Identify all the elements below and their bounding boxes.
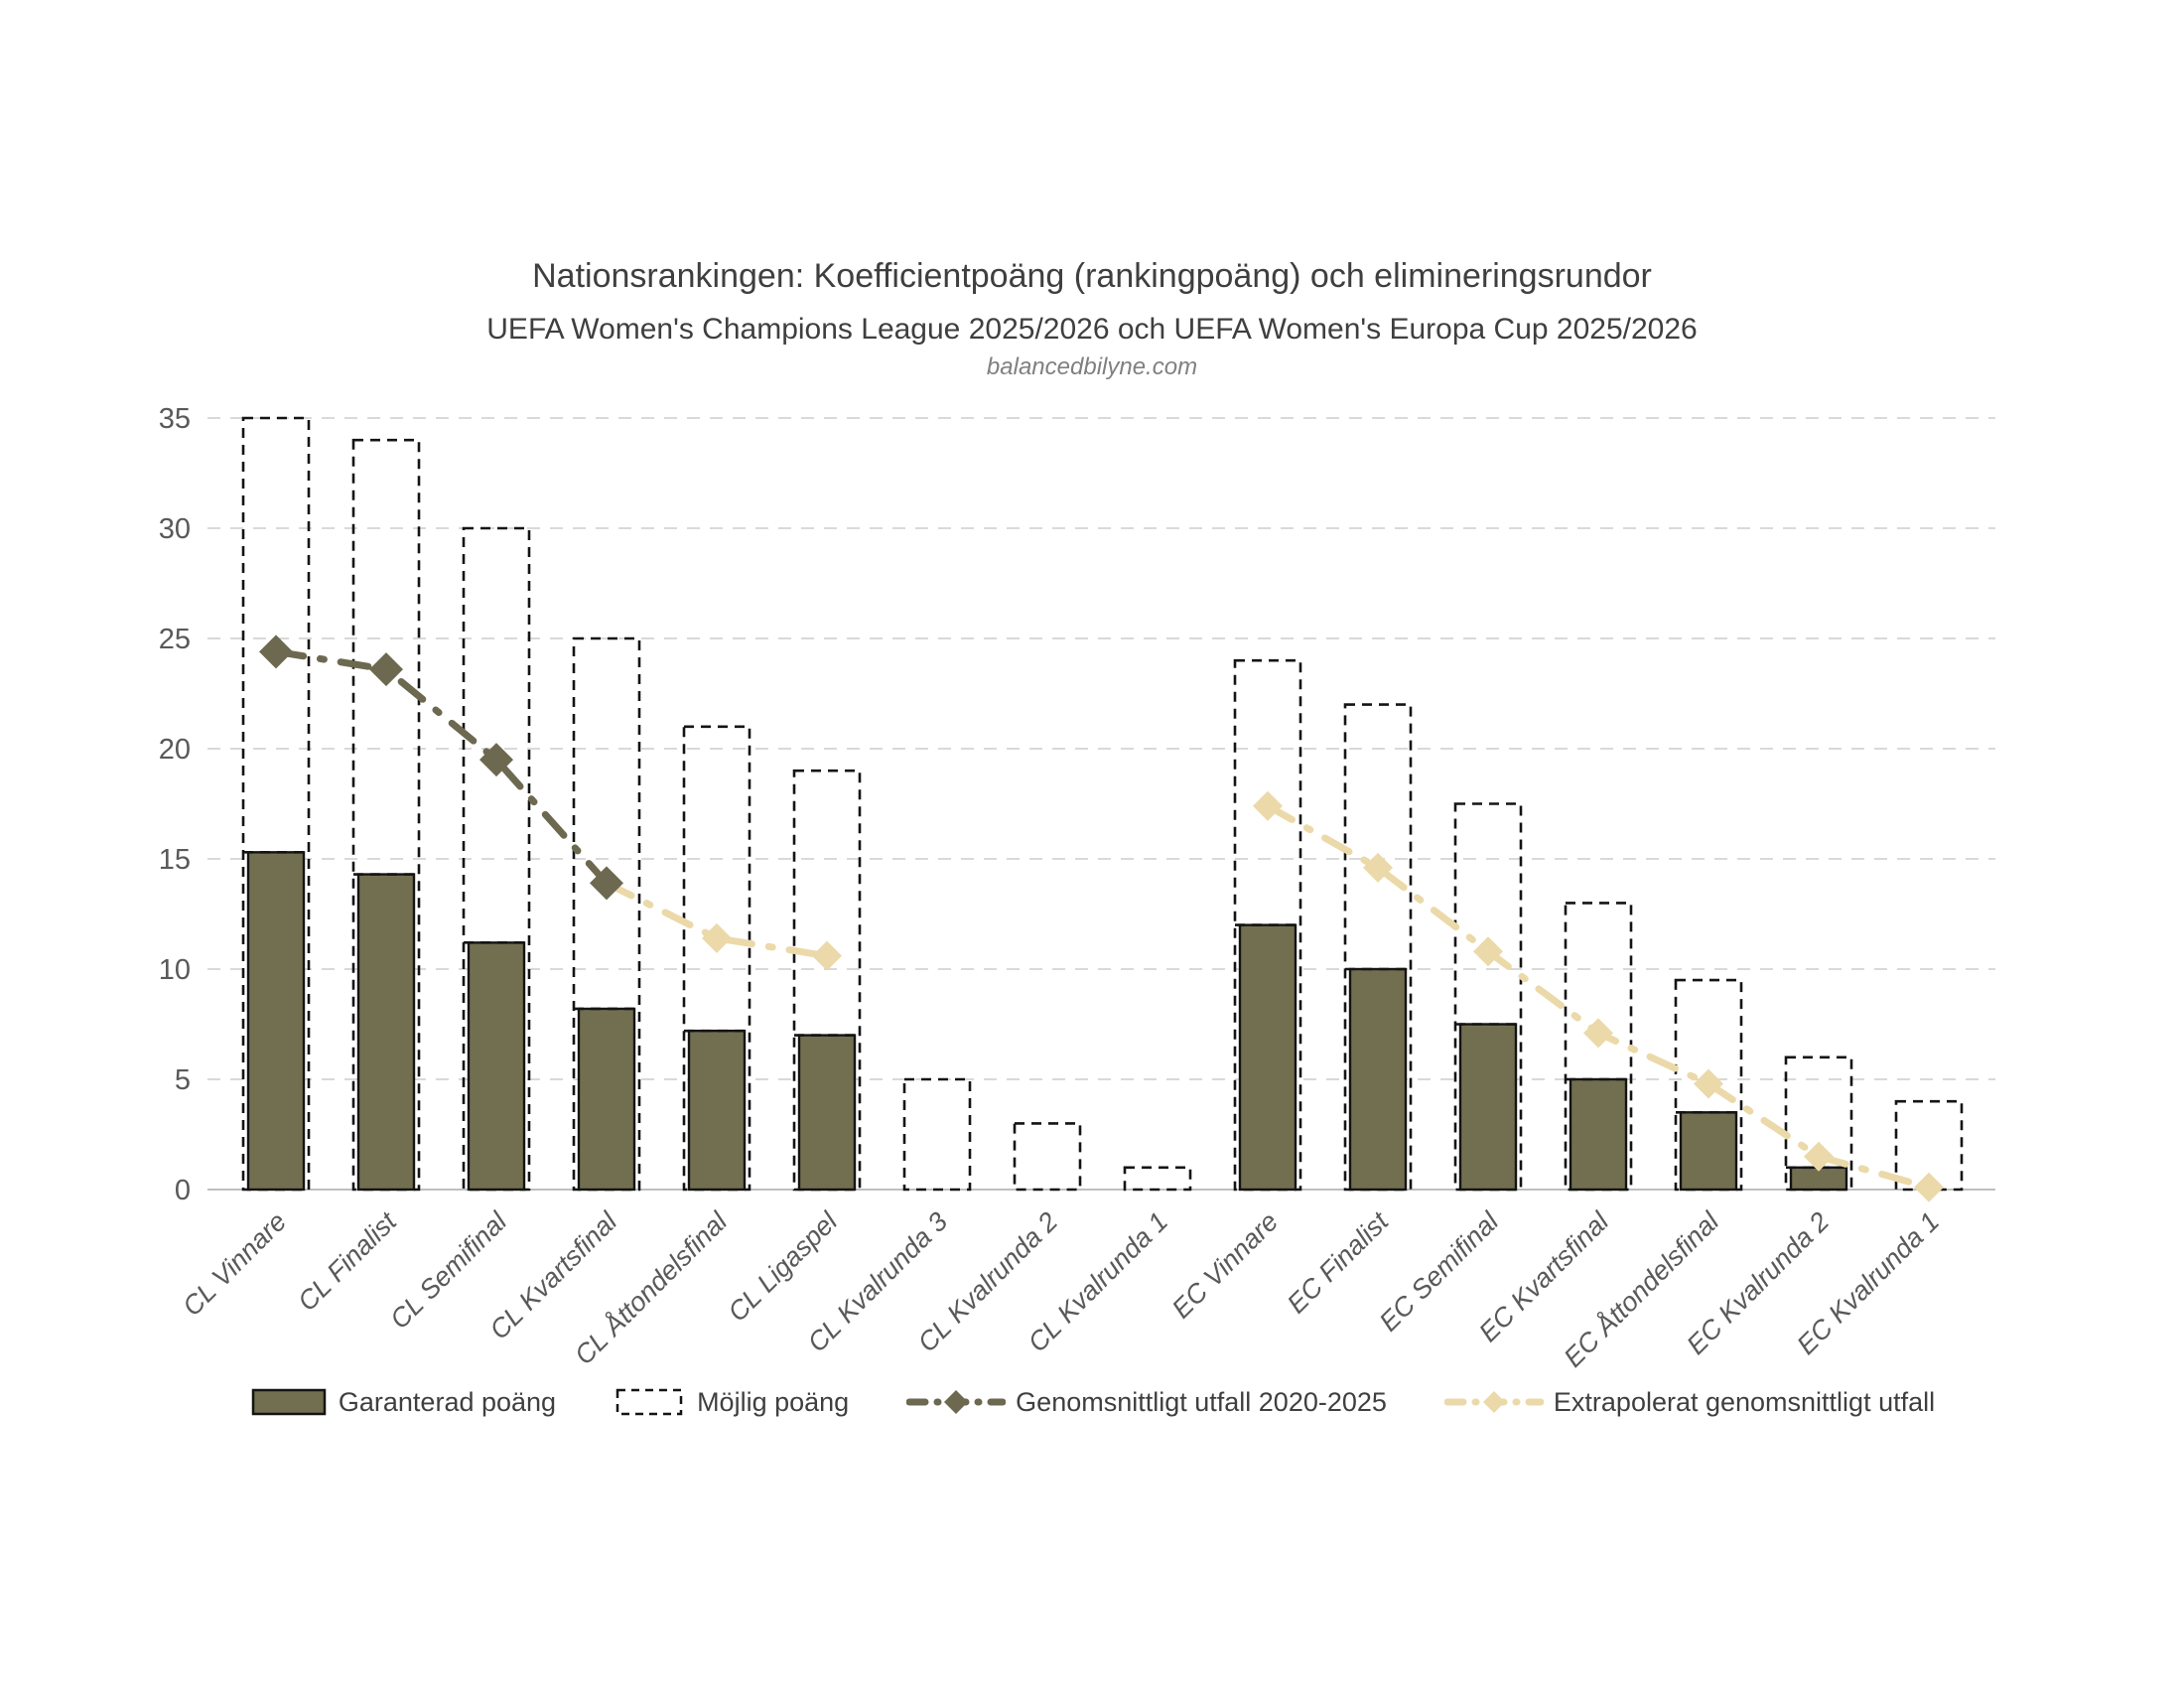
y-axis-tick-label: 0 [175,1175,191,1206]
bar-garanterad-poang [1238,923,1297,1192]
bar-garanterad-poang [356,873,416,1192]
bar-mojlig-poang [902,1077,972,1192]
line-extrapolerat-utfall-marker [1363,852,1393,883]
x-axis-label: CL Vinnare [177,1206,292,1322]
bar-garanterad-poang [1348,967,1408,1192]
y-axis-tick-label: 15 [159,844,191,876]
line-extrapolerat-utfall-marker [1804,1141,1834,1172]
legend-swatch-tan-line-icon [1443,1391,1544,1413]
bar-mojlig-poang [1453,802,1523,1192]
y-axis-tick-label: 35 [159,403,191,435]
bar-garanterad-poang [467,941,526,1192]
bar-garanterad-poang [1458,1023,1518,1192]
bar-mojlig-poang [792,769,862,1192]
line-extrapolerat-utfall-marker [1253,790,1283,821]
line-extrapolerat-utfall-marker [702,922,732,953]
legend-swatch-solid-bar-icon [251,1388,327,1416]
bar-garanterad-poang [1569,1077,1628,1192]
bar-mojlig-poang [1784,1055,1853,1192]
legend-label-extrapolerat-utfall: Extrapolerat genomsnittligt utfall [1553,1386,1936,1417]
x-axis-label: CL Ligaspel [723,1205,844,1327]
x-axis-label: CL Finalist [292,1205,403,1317]
line-extrapolerat-utfall-marker [1473,936,1503,967]
chart-source: balancedbilyne.com [986,353,1198,380]
y-axis-tick-label: 25 [159,624,191,655]
chart-legend: Garanterad poäng Möjlig poäng Genomsnitt… [0,1386,2184,1418]
y-axis-tick-label: 30 [159,513,191,545]
chart-subtitle: UEFA Women's Champions League 2025/2026 … [486,313,1698,346]
legend-label-genomsnittligt-utfall: Genomsnittligt utfall 2020-2025 [1016,1386,1387,1417]
bar-garanterad-poang [577,1007,636,1192]
bar-garanterad-poang [797,1034,857,1192]
legend-item-mojlig-poang: Möjlig poäng [614,1386,849,1418]
line-genomsnittligt-utfall-marker [259,634,293,669]
bar-garanterad-poang [1679,1111,1738,1192]
chart-title: Nationsrankingen: Koefficientpoäng (rank… [532,257,1652,295]
legend-swatch-dashed-bar-icon [615,1388,683,1416]
line-genomsnittligt-utfall-marker [590,866,623,901]
line-genomsnittligt-utfall-marker [479,743,513,777]
bar-garanterad-poang [246,851,306,1192]
line-extrapolerat-utfall-marker [812,940,842,971]
y-axis-tick-label: 20 [159,734,191,766]
bar-mojlig-poang [1013,1122,1082,1192]
legend-label-mojlig-poang: Möjlig poäng [697,1386,850,1417]
y-axis-tick-label: 5 [175,1064,191,1096]
legend-item-garanterad-poang: Garanterad poäng [249,1386,556,1418]
bar-mojlig-poang [1123,1166,1192,1192]
legend-item-extrapolerat-utfall: Extrapolerat genomsnittligt utfall [1443,1386,1936,1418]
y-axis-tick-label: 10 [159,954,191,986]
line-extrapolerat-utfall-marker [1583,1018,1613,1049]
x-axis-label: EC Vinnare [1166,1206,1285,1325]
legend-item-genomsnittligt-utfall: Genomsnittligt utfall 2020-2025 [906,1386,1387,1418]
legend-swatch-dark-line-icon [906,1390,1007,1414]
line-genomsnittligt-utfall-marker [369,652,403,687]
x-axis-label: EC Finalist [1282,1205,1396,1320]
line-genomsnittligt-utfall-path [272,647,611,887]
line-extrapolerat-utfall-path [603,879,831,960]
bar-garanterad-poang [687,1029,747,1192]
line-extrapolerat-utfall-marker [1914,1172,1944,1202]
line-extrapolerat-utfall-marker [1694,1068,1723,1099]
legend-label-garanterad-poang: Garanterad poäng [338,1386,557,1417]
